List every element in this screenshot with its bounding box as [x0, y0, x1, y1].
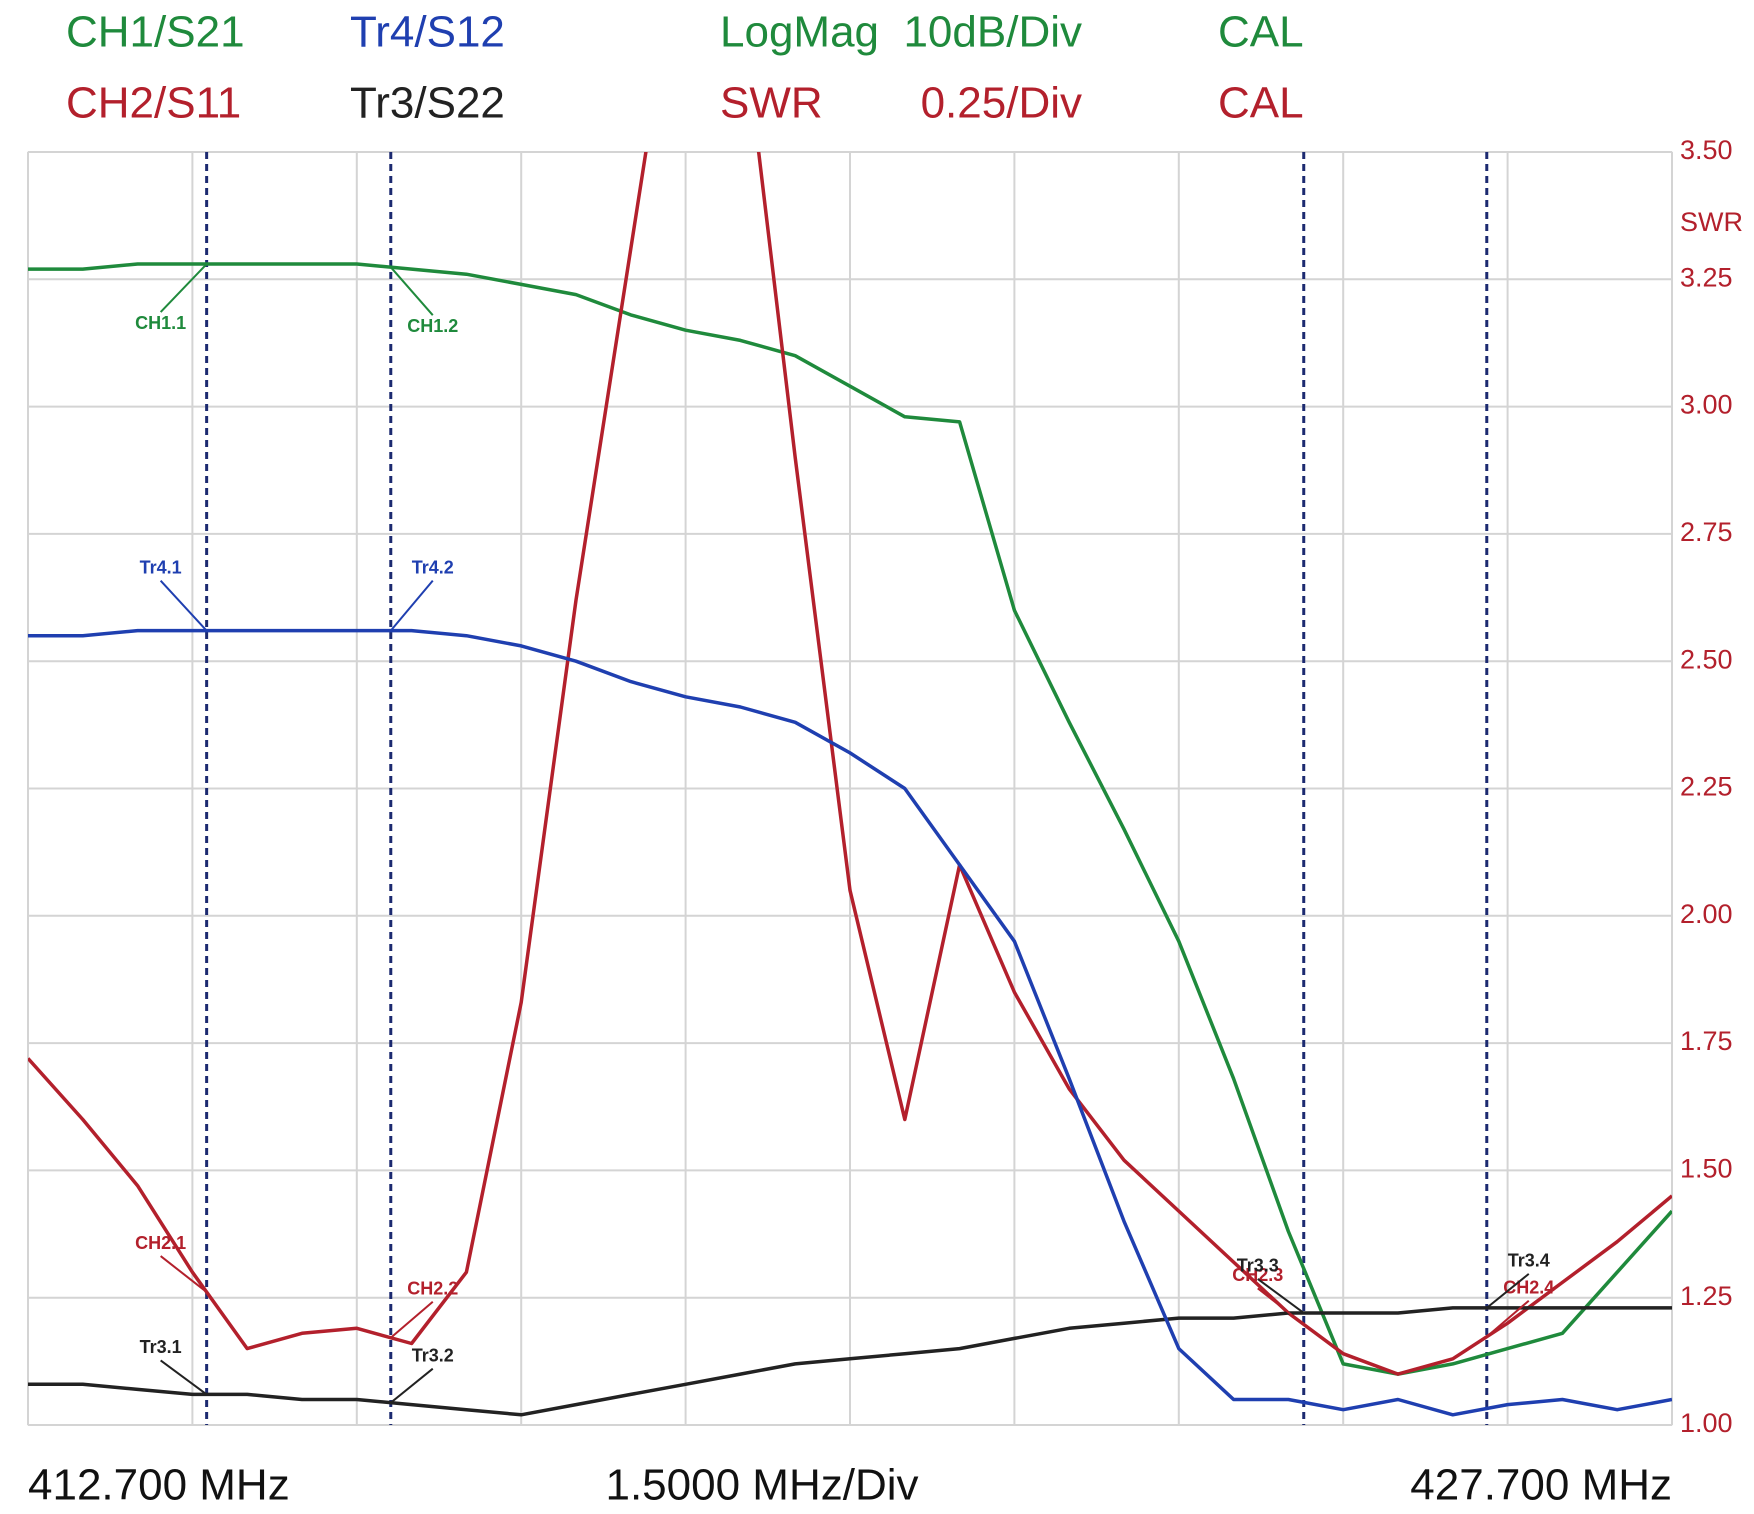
marker-leader	[390, 580, 434, 632]
channel-status: CAL	[1218, 79, 1304, 128]
legend-entry: Tr4/S12	[350, 8, 505, 57]
y-axis-label: SWR	[1680, 207, 1743, 237]
marker-leader	[160, 1255, 208, 1293]
marker-label: CH2.3	[1232, 1265, 1283, 1285]
channel-scale: 10dB/Div	[903, 8, 1082, 57]
channel-format: SWR	[720, 79, 823, 128]
marker-label: Tr3.1	[140, 1337, 182, 1357]
marker-label: CH1.2	[407, 316, 458, 336]
legend-entry: Tr3/S22	[350, 79, 505, 128]
trace-line	[28, 152, 1672, 1376]
marker-label: Tr4.1	[140, 557, 182, 577]
y-tick-label: 2.00	[1680, 899, 1733, 929]
y-tick-label: 2.75	[1680, 517, 1733, 547]
marker-label: Tr3.2	[412, 1345, 454, 1365]
y-tick-label: 1.25	[1680, 1281, 1733, 1311]
marker-label: Tr4.2	[412, 557, 454, 577]
marker-leader	[1257, 1278, 1305, 1314]
x-scale-label: 1.5000 MHz/Div	[605, 1461, 918, 1510]
channel-format: LogMag	[720, 8, 879, 57]
marker-leader	[160, 1359, 208, 1396]
legend-entry: CH1/S21	[66, 8, 245, 57]
x-tick-label: 427.700 MHz	[1410, 1461, 1672, 1510]
marker-leader	[159, 263, 208, 313]
marker-label: CH2.1	[135, 1233, 186, 1253]
y-tick-label: 3.50	[1680, 135, 1733, 165]
y-tick-label: 3.00	[1680, 390, 1733, 420]
marker-label: Tr3.4	[1508, 1251, 1550, 1271]
y-tick-label: 1.75	[1680, 1026, 1733, 1056]
trace-line	[28, 628, 1672, 1417]
traces	[28, 152, 1672, 1417]
channel-status: CAL	[1218, 8, 1304, 57]
marker-leader	[1486, 1299, 1530, 1338]
marker-leader	[159, 579, 208, 632]
y-tick-label: 1.00	[1680, 1408, 1733, 1438]
y-tick-label: 1.50	[1680, 1154, 1733, 1184]
marker-leader	[390, 1300, 434, 1339]
marker-leader	[1257, 1287, 1305, 1326]
y-tick-label: 2.50	[1680, 644, 1733, 674]
marker-label: CH2.4	[1503, 1277, 1554, 1297]
marker-label: CH1.1	[135, 313, 186, 333]
marker-leader	[1486, 1273, 1530, 1309]
marker-label: CH2.2	[407, 1278, 458, 1298]
marker-leader	[390, 266, 434, 316]
y-tick-label: 3.25	[1680, 262, 1733, 292]
x-tick-label: 412.700 MHz	[28, 1461, 290, 1510]
marker-leader	[390, 1367, 434, 1404]
marker-label: Tr3.3	[1237, 1256, 1279, 1276]
trace-line	[28, 1306, 1672, 1417]
channel-scale: 0.25/Div	[921, 79, 1082, 128]
legend-entry: CH2/S11	[66, 79, 241, 128]
y-tick-label: 2.25	[1680, 772, 1733, 802]
